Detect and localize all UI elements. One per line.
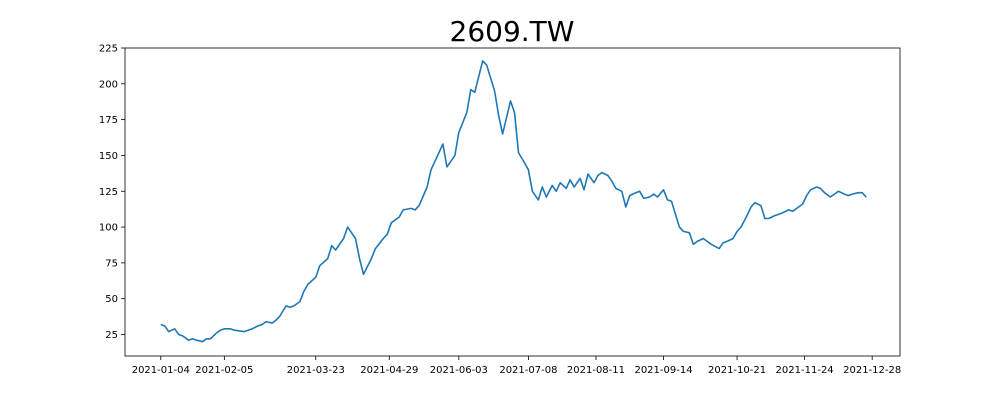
y-tick-label: 125 (99, 187, 118, 198)
y-tick-label: 150 (99, 151, 118, 162)
x-tick-label: 2021-12-28 (843, 365, 901, 376)
x-tick-label: 2021-07-08 (499, 365, 557, 376)
x-axis: 2021-01-04 2021-02-05 2021-03-23 2021-04-29… (132, 356, 901, 376)
y-axis: 25 50 75 100 125 150 175 200 225 (99, 44, 125, 341)
x-tick-label: 2021-04-29 (360, 365, 418, 376)
x-tick-label: 2021-03-23 (287, 365, 345, 376)
x-tick-label: 2021-10-21 (708, 365, 766, 376)
y-tick-label: 25 (105, 330, 118, 341)
price-series-line (160, 60, 867, 343)
x-tick-label: 2021-02-05 (195, 365, 253, 376)
y-tick-label: 75 (105, 258, 118, 269)
x-tick-label: 2021-06-03 (430, 365, 488, 376)
chart-title: 2609.TW (450, 15, 575, 48)
y-tick-label: 175 (99, 115, 118, 126)
y-tick-label: 100 (99, 223, 118, 234)
y-tick-label: 50 (105, 294, 118, 305)
y-tick-label: 225 (99, 44, 118, 55)
x-tick-label: 2021-11-24 (776, 365, 834, 376)
x-tick-label: 2021-09-14 (634, 365, 692, 376)
x-tick-label: 2021-01-04 (132, 365, 190, 376)
x-tick-label: 2021-08-11 (567, 365, 625, 376)
y-tick-label: 200 (99, 79, 118, 90)
axes-frame (124, 47, 901, 357)
